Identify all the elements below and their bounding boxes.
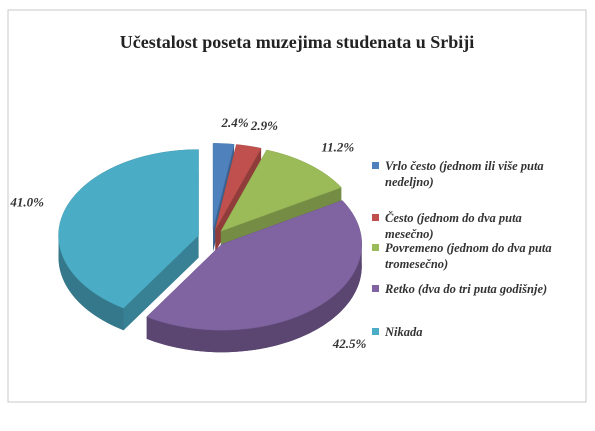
legend-item: Povremeno (jednom do dva puta tromesečno…	[372, 240, 562, 272]
legend-item: Često (jednom do dva puta mesečno)	[372, 210, 562, 242]
slice-top	[58, 149, 199, 309]
legend-swatch	[372, 328, 379, 335]
legend-label: Vrlo često (jednom ili više puta nedeljn…	[385, 159, 544, 189]
data-label: 11.2%	[321, 140, 354, 155]
slice-top	[212, 143, 235, 230]
slice-cut	[123, 235, 199, 331]
pie-slice	[146, 200, 362, 353]
slice-top	[215, 144, 262, 230]
legend-swatch	[372, 162, 379, 169]
legend-item: Nikada	[372, 324, 562, 340]
legend-swatch	[372, 285, 379, 292]
pie-slice	[220, 149, 342, 254]
data-label: 2.9%	[250, 118, 278, 133]
slice-wall	[146, 244, 362, 353]
pie-slice	[58, 149, 199, 331]
slice-top	[146, 200, 362, 331]
legend-swatch	[372, 214, 379, 221]
data-label: 42.5%	[332, 336, 367, 351]
data-label: 41.0%	[9, 194, 44, 209]
legend-label: Retko (dva do tri puta godišnje)	[385, 282, 548, 296]
slice-top	[220, 149, 342, 232]
data-label: 2.4%	[220, 115, 248, 130]
legend-label: Povremeno (jednom do dva puta tromesečno…	[385, 241, 552, 271]
slice-wall	[58, 235, 124, 331]
chart-title: Učestalost poseta muzejima studenata u S…	[120, 32, 474, 52]
legend-item: Vrlo često (jednom ili više puta nedeljn…	[372, 158, 562, 190]
legend-label: Često (jednom do dva puta mesečno)	[385, 211, 522, 241]
legend-label: Nikada	[385, 325, 423, 339]
legend-item: Retko (dva do tri puta godišnje)	[372, 281, 562, 297]
legend-swatch	[372, 244, 379, 251]
